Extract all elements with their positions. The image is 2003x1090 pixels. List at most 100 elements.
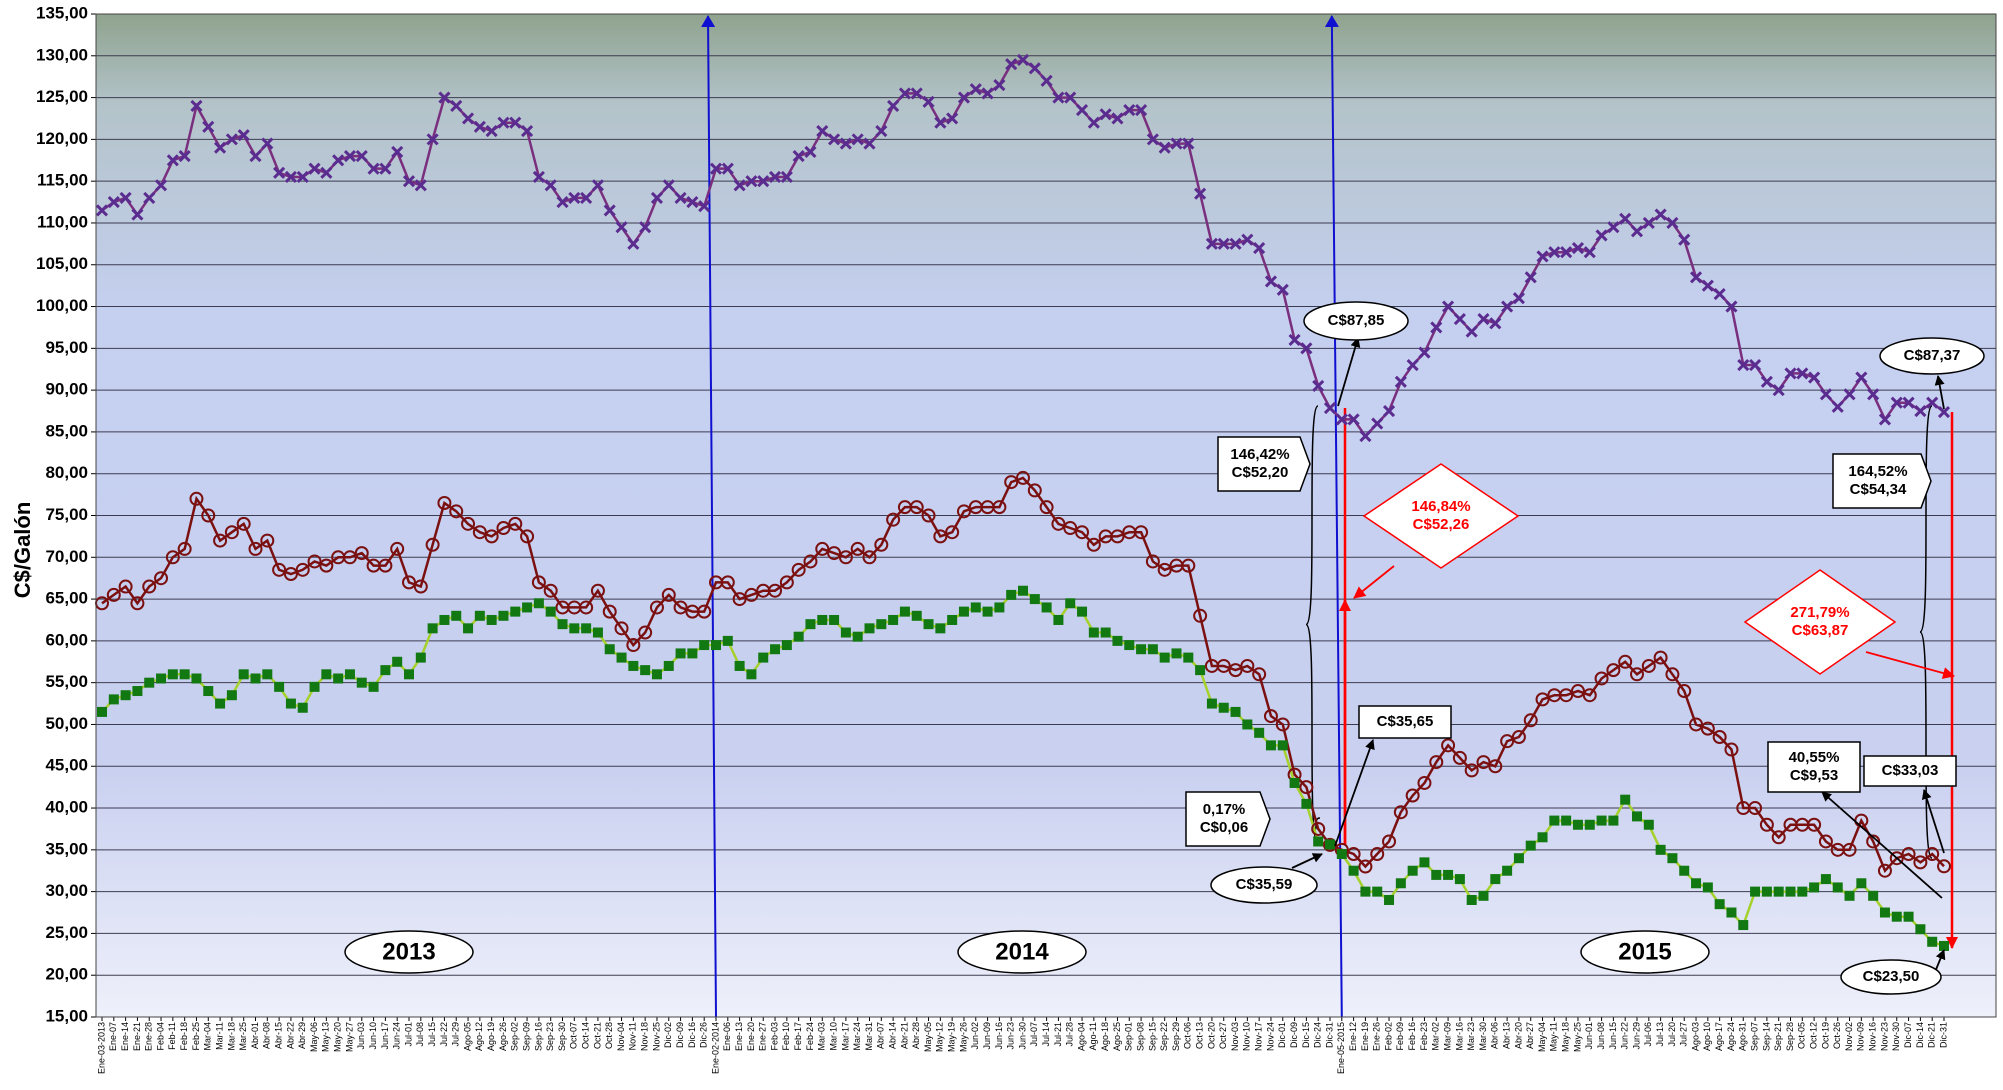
data-point xyxy=(1937,406,1951,419)
x-tick-label: May-05 xyxy=(923,1022,933,1052)
data-point xyxy=(956,504,971,519)
data-point xyxy=(332,154,345,167)
x-tick-label: Feb-17 xyxy=(793,1022,803,1051)
data-point xyxy=(803,554,818,569)
x-tick-label: Dic-02 xyxy=(663,1022,673,1048)
data-point xyxy=(1206,698,1217,709)
x-tick-label: Feb-02 xyxy=(1383,1022,1393,1051)
data-point xyxy=(1300,342,1313,355)
data-point xyxy=(923,619,934,630)
data-point xyxy=(945,525,960,540)
x-tick-label: Abr-07 xyxy=(876,1022,886,1049)
data-point xyxy=(1925,847,1940,862)
data-point xyxy=(604,644,615,655)
data-point xyxy=(214,141,227,154)
x-tick-label: Abr-21 xyxy=(899,1022,909,1049)
data-point xyxy=(640,665,651,676)
annotation-text: 271,79% xyxy=(1790,604,1849,621)
data-point xyxy=(1193,608,1208,623)
annotation-text: C$52,26 xyxy=(1413,516,1470,533)
data-point xyxy=(768,583,783,598)
y-tick-label: 90,00 xyxy=(45,380,88,399)
data-point xyxy=(557,619,568,630)
data-point xyxy=(1724,742,1739,757)
data-point xyxy=(531,575,546,590)
data-point xyxy=(1100,627,1111,638)
data-point xyxy=(215,698,226,709)
data-point xyxy=(1313,836,1324,847)
data-point xyxy=(97,706,107,717)
data-point xyxy=(392,656,403,667)
data-point xyxy=(850,541,865,556)
x-tick-label: Dic-09 xyxy=(1289,1022,1299,1048)
data-point xyxy=(1158,141,1171,154)
data-point xyxy=(178,150,191,163)
x-tick-label: Jun-16 xyxy=(994,1022,1004,1050)
x-tick-label: Ago-12 xyxy=(474,1022,484,1051)
data-point xyxy=(1240,658,1255,673)
x-tick-label: Abr-15 xyxy=(273,1022,283,1049)
x-tick-label: Sep-07 xyxy=(1749,1022,1759,1051)
data-point xyxy=(130,596,145,611)
data-point xyxy=(321,669,332,680)
data-point xyxy=(1927,936,1938,947)
data-point xyxy=(1029,594,1040,605)
data-point xyxy=(425,537,440,552)
year-box xyxy=(957,930,1087,974)
data-point xyxy=(663,660,674,671)
data-point xyxy=(1572,819,1583,830)
data-point xyxy=(1159,652,1170,663)
data-point xyxy=(1075,104,1089,117)
data-point xyxy=(355,150,368,163)
data-point xyxy=(236,516,251,531)
x-tick-label: Feb-18 xyxy=(179,1022,189,1051)
data-point xyxy=(1053,614,1064,625)
x-tick-label: Jun-01 xyxy=(1584,1022,1594,1050)
data-point xyxy=(285,698,296,709)
data-point xyxy=(946,112,959,125)
data-point xyxy=(1571,241,1585,255)
data-point xyxy=(156,673,167,684)
data-point xyxy=(1914,404,1927,418)
data-point xyxy=(1500,734,1515,749)
data-point xyxy=(532,170,545,184)
x-tick-label: Sep-28 xyxy=(1785,1022,1795,1051)
x-tick-label: Nov-30 xyxy=(1891,1022,1901,1051)
data-point xyxy=(1110,529,1125,544)
y-tick-label: 25,00 xyxy=(45,923,88,942)
data-point xyxy=(343,150,357,163)
data-point xyxy=(781,640,792,651)
x-tick-label: Jul-06 xyxy=(1643,1022,1653,1047)
x-tick-label: Dic-15 xyxy=(1301,1022,1311,1048)
data-point xyxy=(1429,755,1444,770)
data-point xyxy=(379,162,392,175)
data-point xyxy=(1549,815,1560,826)
x-tick-label: May-04 xyxy=(1537,1022,1547,1052)
data-point xyxy=(1254,727,1265,738)
annotation-text: 164,52% xyxy=(1848,463,1907,480)
x-tick-label: Feb-16 xyxy=(1407,1022,1417,1051)
data-point xyxy=(1665,667,1680,682)
annotation-text: C$33,03 xyxy=(1882,762,1939,779)
data-point xyxy=(721,162,734,175)
data-point xyxy=(165,550,180,565)
x-tick-label: Nov-02 xyxy=(1844,1022,1854,1051)
data-point xyxy=(1395,878,1406,889)
x-tick-label: Dic-24 xyxy=(1313,1022,1323,1048)
data-point xyxy=(1490,874,1501,885)
x-tick-label: Ago-10 xyxy=(1702,1022,1712,1051)
data-point xyxy=(154,179,168,192)
data-point xyxy=(1903,911,1914,922)
data-point xyxy=(852,631,863,642)
x-tick-label: Sep-02 xyxy=(510,1022,520,1051)
annotation-text: 146,84% xyxy=(1411,498,1470,515)
data-point xyxy=(1289,777,1300,788)
series-line xyxy=(101,476,1945,873)
x-tick-label: Oct-05 xyxy=(1797,1022,1807,1049)
annotation-text: C$54,34 xyxy=(1850,481,1907,498)
data-point xyxy=(250,673,261,684)
data-point xyxy=(1147,644,1158,655)
x-tick-label: Mar-03 xyxy=(817,1022,827,1051)
data-point xyxy=(1465,325,1478,338)
data-point xyxy=(1632,811,1642,822)
